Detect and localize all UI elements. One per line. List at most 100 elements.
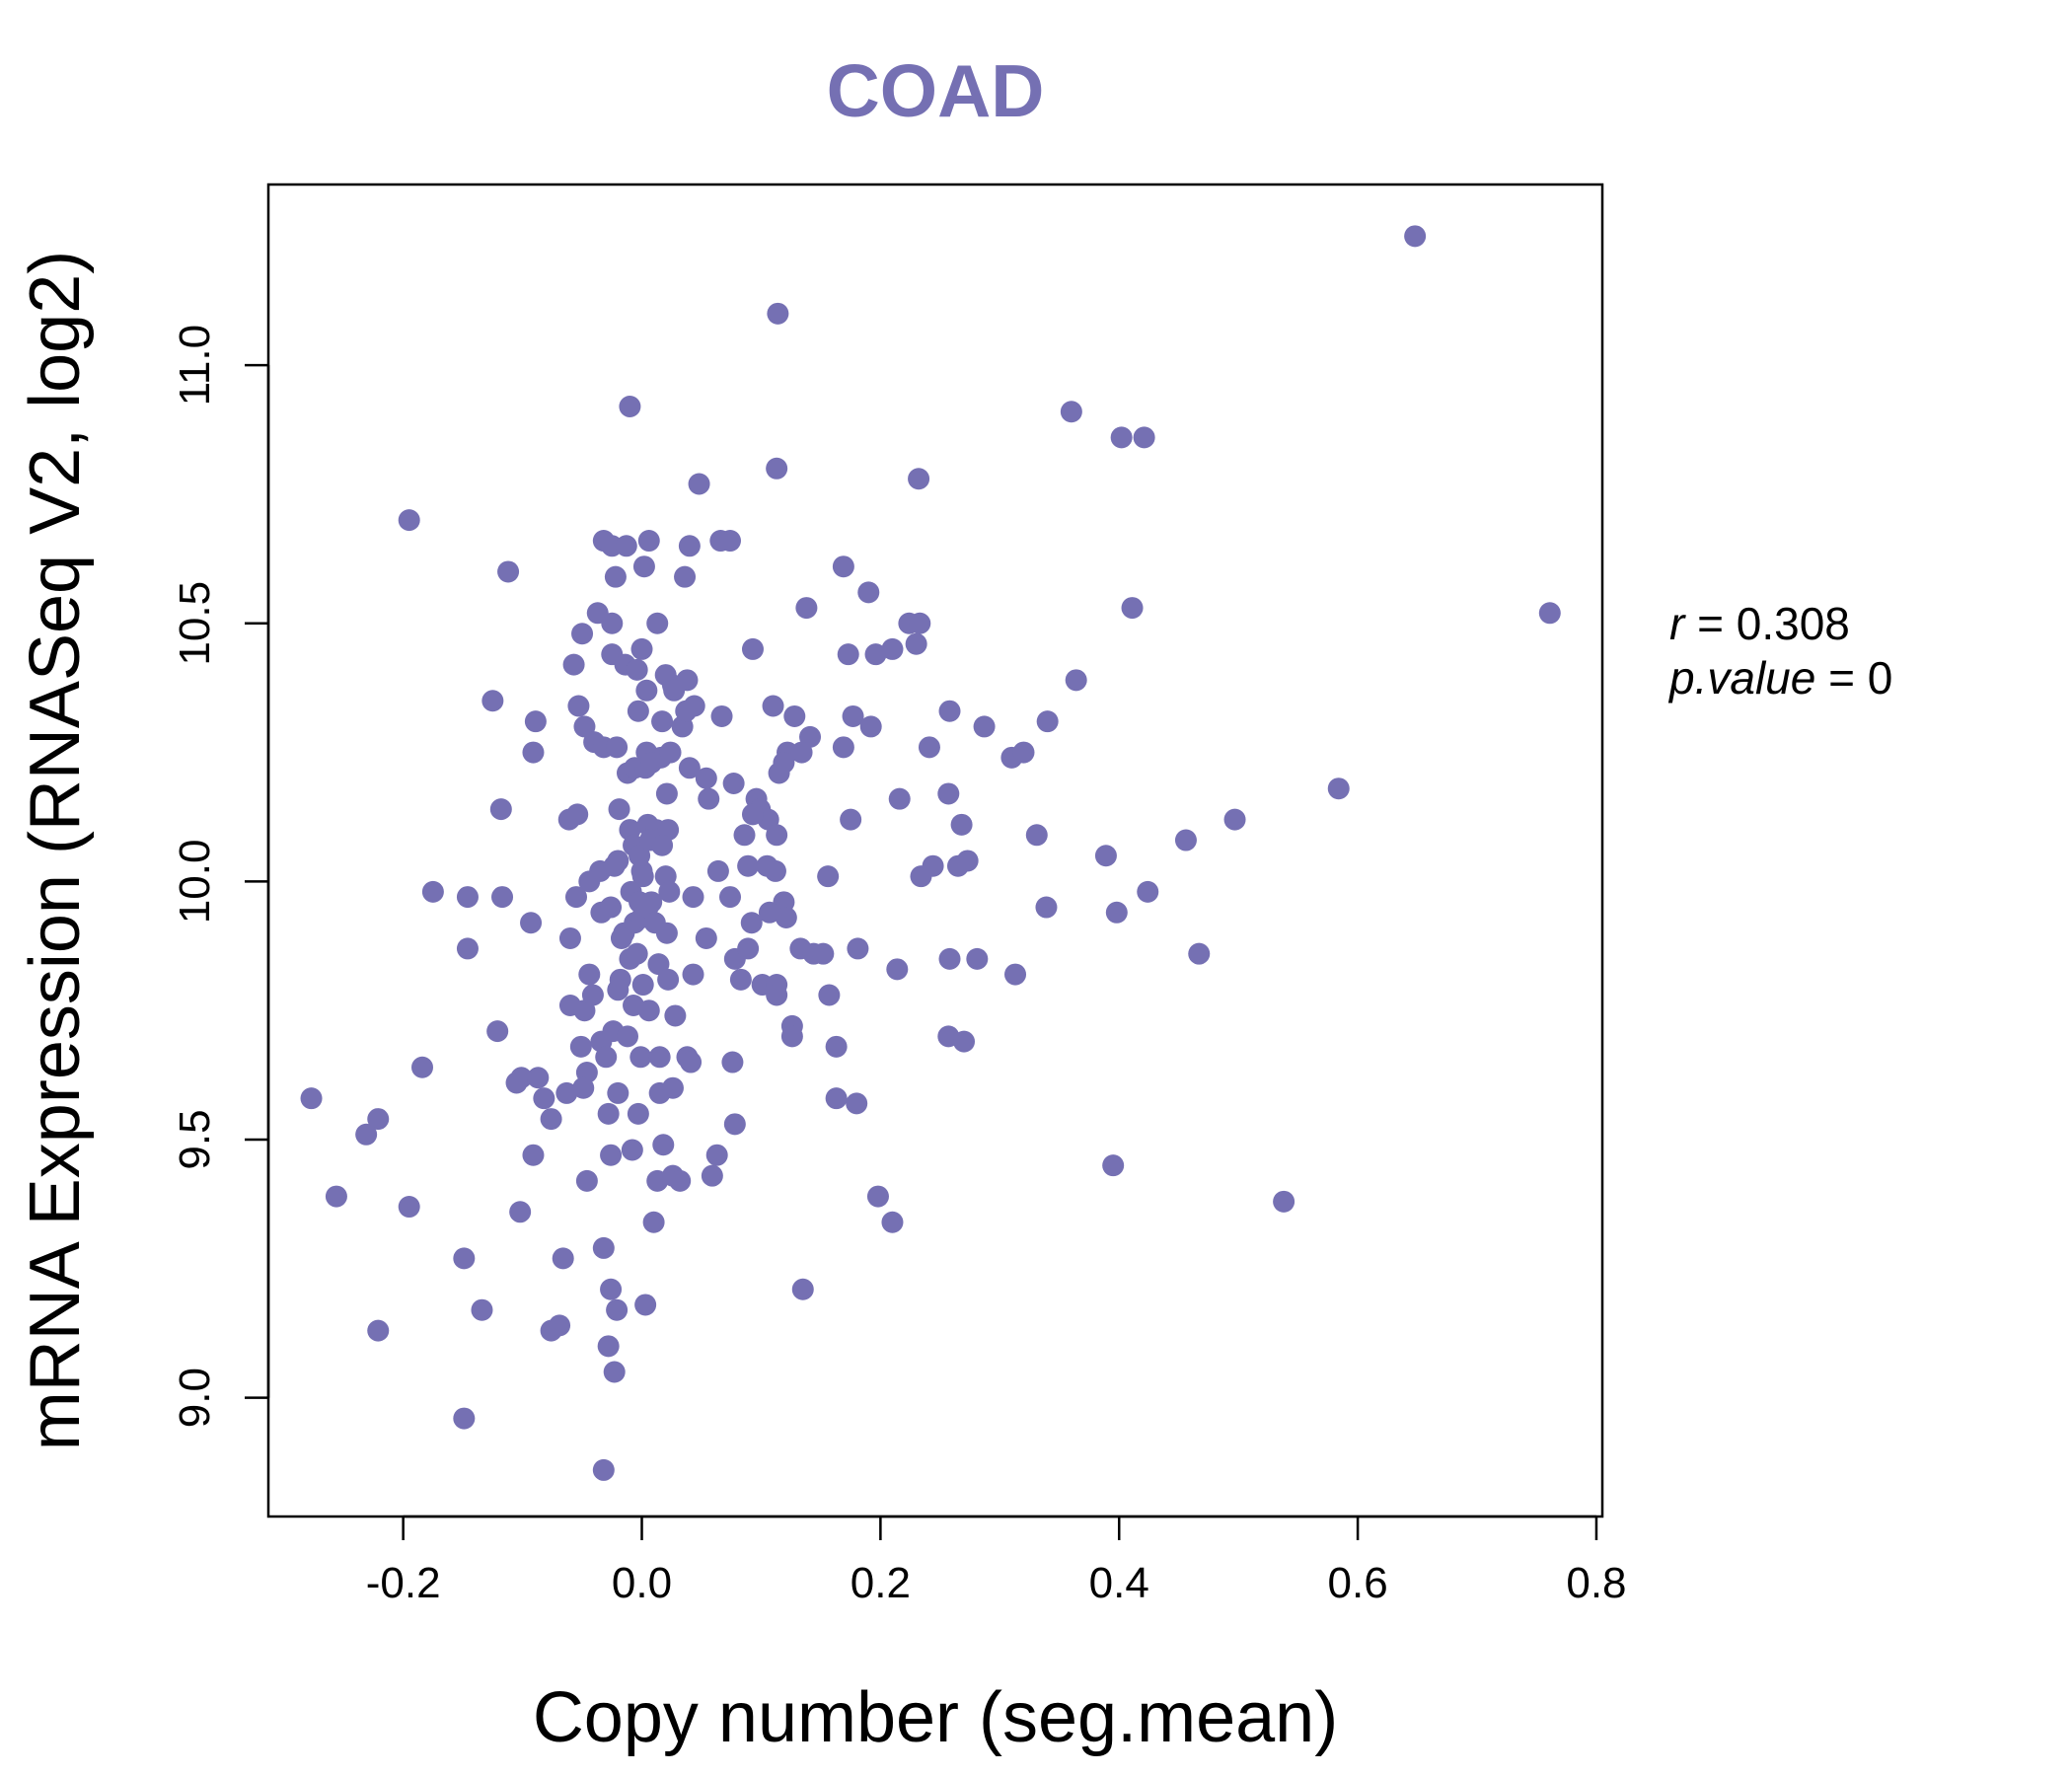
data-point [818, 984, 841, 1006]
data-point [505, 1072, 528, 1094]
data-point [737, 854, 760, 877]
data-point [565, 886, 587, 909]
data-point [695, 767, 717, 789]
data-point [619, 396, 641, 417]
data-point [846, 1092, 868, 1115]
data-point [937, 782, 960, 805]
chart-title: COAD [827, 49, 1045, 132]
data-point [658, 880, 681, 903]
data-point [522, 741, 545, 764]
data-point [1105, 901, 1128, 924]
data-point [740, 912, 763, 934]
data-point [723, 1113, 746, 1136]
data-point [497, 560, 520, 583]
data-point [607, 979, 629, 1001]
data-point [572, 1076, 595, 1099]
data-point [764, 859, 786, 882]
data-point [651, 834, 674, 856]
data-point [675, 700, 698, 722]
data-point [664, 1004, 687, 1027]
data-point [825, 1087, 848, 1110]
correlation-stat: r = 0.308 [1669, 598, 1850, 649]
data-point [695, 926, 717, 949]
data-point [766, 824, 788, 847]
data-point [888, 787, 911, 810]
data-point [866, 1185, 889, 1208]
data-point [597, 1102, 620, 1125]
data-point [1065, 669, 1087, 692]
data-point [780, 1025, 803, 1048]
data-point [630, 637, 653, 660]
data-point [669, 1169, 692, 1192]
data-point [592, 1458, 615, 1481]
data-point [1004, 963, 1027, 986]
data-point [655, 922, 678, 944]
data-point [857, 581, 880, 604]
data-point [682, 886, 704, 909]
y-tick-label: 10.0 [171, 840, 219, 925]
data-point [973, 715, 996, 738]
y-tick-label: 10.5 [171, 581, 219, 666]
data-point [909, 612, 931, 634]
data-point [411, 1056, 433, 1078]
data-point [355, 1123, 378, 1146]
data-point [491, 886, 514, 909]
data-point [486, 1020, 509, 1043]
data-point [773, 752, 795, 775]
data-point [1174, 829, 1197, 851]
data-point [886, 958, 909, 981]
data-point [706, 859, 729, 882]
y-tick-label: 11.0 [171, 325, 219, 406]
data-point [950, 813, 973, 836]
data-point [573, 715, 596, 738]
data-point [938, 947, 961, 970]
data-point [453, 1247, 476, 1270]
x-tick-label: 0.0 [612, 1559, 672, 1607]
data-point [471, 1298, 493, 1321]
data-point [795, 597, 818, 620]
data-point [626, 658, 648, 681]
data-point [617, 1025, 638, 1048]
data-point [634, 1294, 657, 1316]
data-point [651, 710, 674, 733]
data-point [719, 886, 741, 909]
data-point [655, 782, 678, 805]
data-point [489, 798, 512, 821]
data-point [600, 896, 623, 919]
data-point [881, 1211, 904, 1233]
data-point [606, 1298, 629, 1321]
data-point [627, 700, 649, 722]
y-tick-label: 9.0 [171, 1368, 219, 1428]
data-point [705, 1144, 728, 1166]
data-point [721, 1051, 744, 1073]
data-point [566, 803, 589, 826]
data-point [1133, 426, 1155, 449]
data-point [629, 1046, 652, 1069]
x-tick-label: 0.4 [1089, 1559, 1149, 1607]
data-point [881, 637, 904, 660]
data-point [637, 530, 660, 553]
data-point [910, 865, 932, 888]
data-point [481, 690, 504, 712]
data-point [552, 1247, 574, 1270]
data-point [1102, 1154, 1125, 1177]
data-point [562, 653, 585, 676]
data-point [595, 1046, 618, 1069]
data-point [908, 468, 930, 490]
data-point [509, 1201, 532, 1223]
data-point [631, 865, 654, 888]
data-point [657, 968, 680, 991]
data-point [729, 968, 752, 991]
data-point [524, 710, 547, 733]
data-point [367, 1319, 390, 1342]
y-tick-label: 9.5 [171, 1109, 219, 1169]
data-point [775, 907, 797, 929]
data-point [631, 974, 654, 997]
data-point [601, 612, 624, 634]
data-point [682, 963, 704, 986]
x-tick-label: 0.8 [1566, 1559, 1626, 1607]
data-point [607, 1081, 629, 1104]
data-point [456, 937, 479, 960]
data-point [1121, 597, 1144, 620]
